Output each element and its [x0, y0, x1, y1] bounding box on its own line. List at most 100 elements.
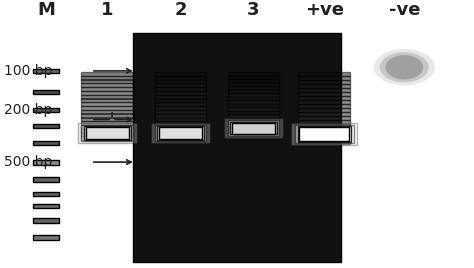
FancyBboxPatch shape — [228, 96, 279, 100]
FancyBboxPatch shape — [33, 236, 59, 240]
FancyBboxPatch shape — [159, 127, 201, 139]
FancyBboxPatch shape — [228, 90, 279, 93]
FancyBboxPatch shape — [300, 128, 349, 141]
FancyBboxPatch shape — [82, 76, 133, 80]
FancyBboxPatch shape — [298, 96, 350, 100]
Text: 3: 3 — [247, 1, 260, 19]
FancyBboxPatch shape — [82, 79, 133, 83]
FancyBboxPatch shape — [291, 123, 357, 145]
FancyBboxPatch shape — [228, 83, 279, 86]
FancyBboxPatch shape — [133, 33, 341, 262]
Text: +ve: +ve — [305, 1, 344, 19]
FancyBboxPatch shape — [82, 106, 133, 110]
FancyBboxPatch shape — [298, 80, 350, 84]
FancyBboxPatch shape — [298, 104, 350, 108]
Text: 1: 1 — [101, 1, 114, 19]
FancyBboxPatch shape — [155, 110, 206, 114]
FancyBboxPatch shape — [298, 136, 350, 140]
FancyBboxPatch shape — [228, 120, 279, 136]
FancyBboxPatch shape — [155, 76, 206, 80]
FancyBboxPatch shape — [33, 192, 59, 196]
FancyBboxPatch shape — [228, 75, 279, 79]
FancyBboxPatch shape — [298, 92, 350, 96]
FancyBboxPatch shape — [298, 128, 350, 132]
FancyBboxPatch shape — [33, 204, 59, 208]
FancyBboxPatch shape — [82, 110, 133, 114]
FancyBboxPatch shape — [84, 126, 130, 140]
FancyBboxPatch shape — [298, 132, 350, 136]
FancyBboxPatch shape — [78, 123, 137, 143]
FancyBboxPatch shape — [82, 113, 133, 117]
FancyBboxPatch shape — [298, 120, 350, 124]
FancyBboxPatch shape — [298, 72, 350, 76]
FancyBboxPatch shape — [298, 88, 350, 92]
FancyBboxPatch shape — [228, 110, 279, 114]
FancyBboxPatch shape — [228, 79, 279, 83]
FancyBboxPatch shape — [155, 95, 206, 99]
FancyBboxPatch shape — [82, 117, 133, 121]
FancyBboxPatch shape — [298, 112, 350, 116]
FancyBboxPatch shape — [82, 132, 133, 136]
Ellipse shape — [374, 49, 435, 85]
FancyBboxPatch shape — [298, 124, 350, 128]
FancyBboxPatch shape — [151, 123, 210, 143]
FancyBboxPatch shape — [298, 126, 351, 142]
FancyBboxPatch shape — [298, 140, 350, 144]
FancyBboxPatch shape — [298, 84, 350, 88]
FancyBboxPatch shape — [82, 125, 133, 141]
FancyBboxPatch shape — [82, 121, 133, 125]
Text: -ve: -ve — [389, 1, 420, 19]
Text: M: M — [37, 1, 55, 19]
FancyBboxPatch shape — [33, 177, 59, 181]
FancyBboxPatch shape — [295, 125, 354, 143]
FancyBboxPatch shape — [230, 122, 277, 135]
FancyBboxPatch shape — [298, 100, 350, 104]
FancyBboxPatch shape — [228, 125, 279, 128]
FancyBboxPatch shape — [155, 79, 206, 83]
FancyBboxPatch shape — [155, 125, 206, 141]
FancyBboxPatch shape — [298, 108, 350, 112]
FancyBboxPatch shape — [228, 93, 279, 97]
FancyBboxPatch shape — [298, 76, 350, 80]
FancyBboxPatch shape — [228, 107, 279, 111]
Text: 100 bp: 100 bp — [4, 64, 52, 78]
FancyBboxPatch shape — [86, 127, 128, 139]
Ellipse shape — [380, 52, 429, 82]
FancyBboxPatch shape — [155, 106, 206, 110]
FancyBboxPatch shape — [228, 121, 279, 125]
FancyBboxPatch shape — [155, 102, 206, 106]
FancyBboxPatch shape — [228, 118, 279, 121]
FancyBboxPatch shape — [82, 95, 133, 99]
FancyBboxPatch shape — [82, 136, 133, 140]
FancyBboxPatch shape — [82, 72, 133, 76]
FancyBboxPatch shape — [155, 72, 206, 76]
FancyBboxPatch shape — [155, 117, 206, 121]
FancyBboxPatch shape — [82, 102, 133, 106]
FancyBboxPatch shape — [82, 83, 133, 87]
Text: 200 bp: 200 bp — [4, 103, 52, 117]
FancyBboxPatch shape — [82, 98, 133, 102]
FancyBboxPatch shape — [82, 87, 133, 91]
FancyBboxPatch shape — [82, 125, 133, 129]
FancyBboxPatch shape — [33, 218, 59, 223]
FancyBboxPatch shape — [155, 113, 206, 117]
FancyBboxPatch shape — [228, 132, 279, 135]
FancyBboxPatch shape — [155, 132, 206, 136]
FancyBboxPatch shape — [82, 129, 133, 133]
FancyBboxPatch shape — [228, 86, 279, 90]
FancyBboxPatch shape — [33, 124, 59, 128]
Ellipse shape — [385, 55, 423, 79]
FancyBboxPatch shape — [155, 98, 206, 102]
FancyBboxPatch shape — [224, 118, 283, 138]
FancyBboxPatch shape — [155, 129, 206, 133]
FancyBboxPatch shape — [155, 136, 206, 140]
FancyBboxPatch shape — [155, 91, 206, 95]
FancyBboxPatch shape — [298, 116, 350, 120]
FancyBboxPatch shape — [33, 160, 59, 165]
FancyBboxPatch shape — [228, 72, 279, 76]
Text: 2: 2 — [174, 1, 187, 19]
FancyBboxPatch shape — [228, 100, 279, 104]
FancyBboxPatch shape — [33, 108, 59, 112]
FancyBboxPatch shape — [228, 128, 279, 132]
FancyBboxPatch shape — [155, 83, 206, 87]
